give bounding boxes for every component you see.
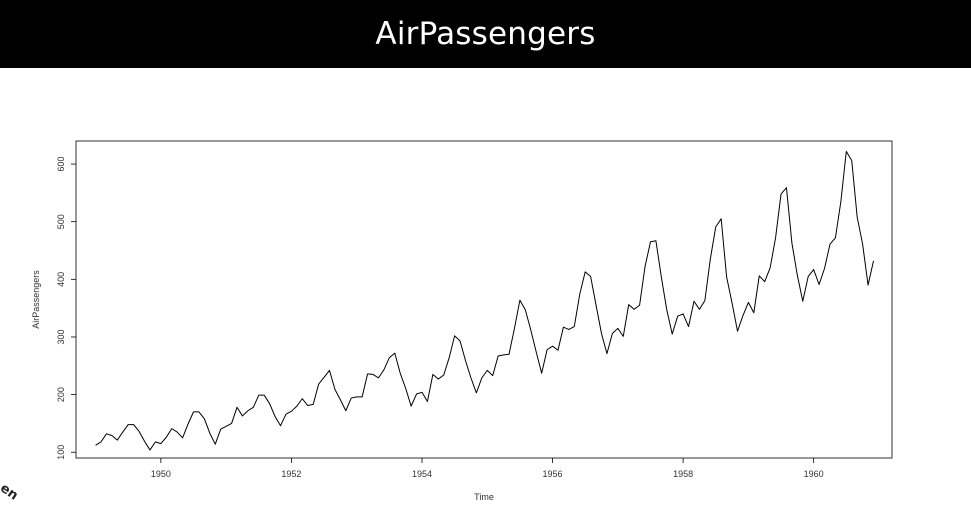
x-tick-label-1958: 1958 bbox=[673, 469, 693, 479]
x-tick-label-1960: 1960 bbox=[804, 469, 824, 479]
y-tick-label-600: 600 bbox=[56, 157, 66, 172]
y-tick-label-100: 100 bbox=[56, 445, 66, 460]
plot-frame bbox=[75, 140, 893, 459]
title-bar: AirPassengers bbox=[0, 0, 971, 68]
y-tick-label-500: 500 bbox=[56, 214, 66, 229]
y-axis-title: AirPassengers bbox=[31, 270, 41, 329]
y-tick-label-200: 200 bbox=[56, 387, 66, 402]
series-line-airpassengers bbox=[95, 150, 874, 451]
y-tick-label-300: 300 bbox=[56, 329, 66, 344]
x-tick-label-1956: 1956 bbox=[543, 469, 563, 479]
x-axis-title: Time bbox=[474, 492, 494, 502]
slide-title: AirPassengers bbox=[375, 16, 596, 52]
y-tick-label-400: 400 bbox=[56, 272, 66, 287]
x-tick-label-1950: 1950 bbox=[151, 469, 171, 479]
x-tick-label-1954: 1954 bbox=[412, 469, 432, 479]
x-tick-label-1952: 1952 bbox=[281, 469, 301, 479]
